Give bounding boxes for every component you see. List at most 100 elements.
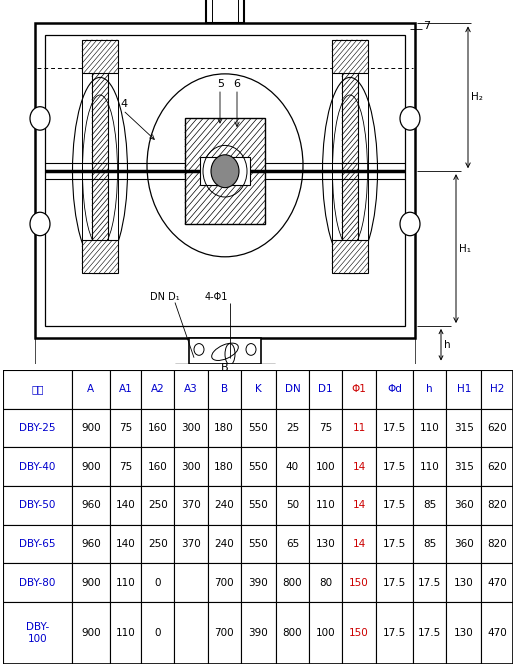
- Bar: [376, 370, 413, 409]
- Bar: [241, 370, 276, 409]
- Text: 75: 75: [119, 423, 132, 433]
- Bar: [481, 370, 513, 409]
- Bar: [481, 409, 513, 448]
- Text: 180: 180: [214, 423, 234, 433]
- Text: 700: 700: [214, 628, 234, 638]
- Bar: [109, 602, 141, 664]
- Text: 360: 360: [454, 539, 474, 549]
- Text: DBY-80: DBY-80: [19, 578, 56, 588]
- Bar: [332, 40, 368, 73]
- Text: DN D₁: DN D₁: [150, 292, 180, 302]
- Text: 100: 100: [316, 628, 335, 638]
- Text: 100: 100: [316, 462, 335, 472]
- Text: K: K: [221, 377, 229, 387]
- Text: 110: 110: [116, 628, 135, 638]
- Bar: [342, 448, 376, 486]
- Text: Φd: Φd: [387, 384, 402, 394]
- Bar: [109, 448, 141, 486]
- Text: 150: 150: [349, 578, 369, 588]
- Bar: [207, 525, 241, 563]
- Bar: [72, 486, 109, 525]
- Text: 300: 300: [181, 423, 201, 433]
- Bar: [413, 525, 446, 563]
- Bar: [185, 119, 265, 224]
- Text: 80: 80: [319, 578, 332, 588]
- Text: 4-Φ1: 4-Φ1: [205, 292, 229, 302]
- Text: K: K: [255, 384, 262, 394]
- Text: A1: A1: [119, 384, 132, 394]
- Text: 130: 130: [316, 539, 335, 549]
- Bar: [376, 563, 413, 602]
- Bar: [109, 409, 141, 448]
- Bar: [72, 525, 109, 563]
- Text: 550: 550: [248, 539, 268, 549]
- Bar: [481, 563, 513, 602]
- Bar: [141, 486, 174, 525]
- Text: 75: 75: [119, 462, 132, 472]
- Text: 370: 370: [181, 539, 201, 549]
- Bar: [241, 409, 276, 448]
- Text: h: h: [426, 384, 433, 394]
- Bar: [446, 409, 481, 448]
- Bar: [342, 525, 376, 563]
- Text: 110: 110: [116, 578, 135, 588]
- Bar: [35, 23, 415, 338]
- Bar: [109, 370, 141, 409]
- Text: 390: 390: [248, 628, 268, 638]
- Text: DBY-50: DBY-50: [19, 500, 56, 510]
- Bar: [207, 563, 241, 602]
- Text: 315: 315: [454, 462, 474, 472]
- Text: 900: 900: [81, 628, 101, 638]
- Bar: [3, 370, 72, 409]
- Text: 0: 0: [154, 578, 161, 588]
- Bar: [413, 409, 446, 448]
- Bar: [309, 602, 342, 664]
- Text: 470: 470: [488, 578, 507, 588]
- Text: 390: 390: [248, 578, 268, 588]
- Text: 型号: 型号: [31, 384, 43, 394]
- Bar: [342, 563, 376, 602]
- Text: 550: 550: [248, 423, 268, 433]
- Bar: [309, 563, 342, 602]
- Bar: [72, 448, 109, 486]
- Bar: [276, 563, 309, 602]
- Bar: [241, 486, 276, 525]
- Text: 4: 4: [120, 99, 127, 109]
- Text: 14: 14: [352, 500, 365, 510]
- Text: 960: 960: [81, 500, 101, 510]
- Bar: [413, 370, 446, 409]
- Text: h: h: [444, 340, 450, 350]
- Text: 14: 14: [352, 462, 365, 472]
- Text: 40: 40: [286, 462, 299, 472]
- Bar: [376, 409, 413, 448]
- Text: 370: 370: [181, 500, 201, 510]
- Text: 700: 700: [214, 578, 234, 588]
- Text: H₂: H₂: [471, 92, 483, 102]
- Text: 315: 315: [454, 423, 474, 433]
- Text: 25: 25: [286, 423, 299, 433]
- Bar: [200, 157, 250, 185]
- Bar: [309, 525, 342, 563]
- Bar: [413, 448, 446, 486]
- Bar: [72, 602, 109, 664]
- Text: 360: 360: [454, 500, 474, 510]
- Text: 820: 820: [488, 500, 507, 510]
- Bar: [207, 486, 241, 525]
- Text: 17.5: 17.5: [418, 578, 441, 588]
- Bar: [141, 370, 174, 409]
- Bar: [109, 486, 141, 525]
- Text: 470: 470: [488, 628, 507, 638]
- Bar: [3, 409, 72, 448]
- Bar: [3, 525, 72, 563]
- Bar: [481, 602, 513, 664]
- Bar: [174, 370, 207, 409]
- Text: 900: 900: [81, 423, 101, 433]
- Bar: [446, 448, 481, 486]
- Bar: [309, 370, 342, 409]
- Bar: [141, 525, 174, 563]
- Bar: [481, 486, 513, 525]
- Text: 17.5: 17.5: [383, 628, 406, 638]
- Text: 160: 160: [148, 462, 168, 472]
- Bar: [413, 563, 446, 602]
- Text: 620: 620: [488, 423, 507, 433]
